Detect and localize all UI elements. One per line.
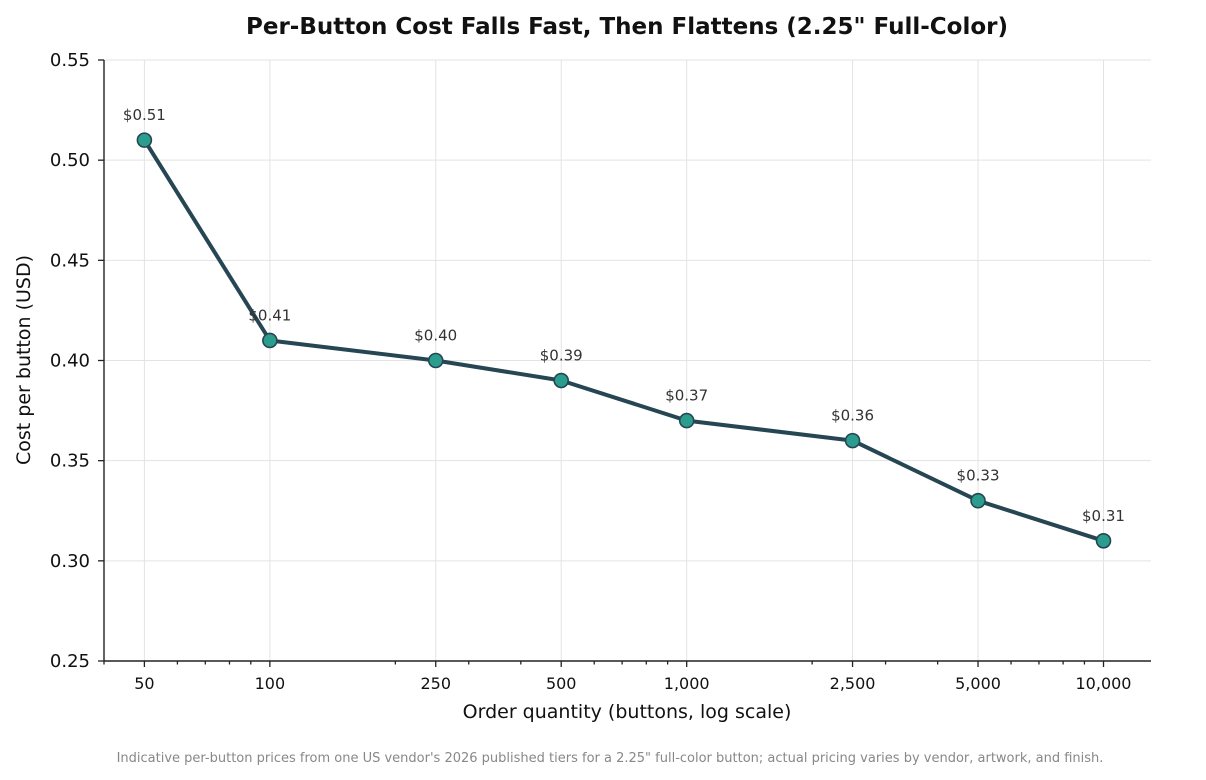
data-label: $0.40 (414, 327, 457, 345)
y-tick-label: 0.45 (50, 250, 90, 271)
y-tick-label: 0.35 (50, 451, 90, 472)
data-label: $0.37 (665, 387, 708, 405)
x-tick-label: 5,000 (955, 674, 1001, 693)
y-axis-label: Cost per button (USD) (13, 255, 35, 465)
data-point (262, 332, 278, 349)
grid (104, 59, 1151, 661)
x-axis-label: Order quantity (buttons, log scale) (463, 701, 792, 723)
x-tick-label: 1,000 (664, 674, 710, 693)
x-tick-label: 250 (420, 674, 451, 693)
data-point (427, 352, 444, 369)
x-tick-label: 100 (255, 674, 286, 693)
y-tick-label: 0.40 (50, 351, 90, 372)
data-point (553, 372, 570, 389)
data-points (136, 132, 1112, 549)
y-tick-label: 0.25 (50, 651, 90, 672)
data-labels: $0.51 $0.41 $0.40 $0.39 $0.37 $0.36 $0.33 $0.31 (123, 106, 1125, 525)
data-point (1095, 532, 1112, 549)
y-tick-label: 0.30 (50, 551, 90, 572)
x-tick-label: 10,000 (1076, 674, 1132, 693)
x-tick-label: 500 (546, 674, 577, 693)
data-point (970, 492, 986, 509)
data-label: $0.41 (248, 306, 291, 324)
data-label: $0.33 (957, 467, 1000, 485)
y-tick-label: 0.55 (50, 50, 90, 71)
data-label: $0.51 (123, 106, 166, 124)
data-point (844, 432, 861, 449)
data-point (678, 412, 695, 429)
series-line (142, 138, 1106, 543)
data-label: $0.39 (540, 347, 583, 365)
y-axis-ticks: 0.25 0.30 0.35 0.40 0.45 0.50 0.55 (50, 50, 104, 672)
chart-title: Per-Button Cost Falls Fast, Then Flatten… (246, 14, 1008, 40)
y-tick-label: 0.50 (50, 150, 90, 171)
data-point (136, 132, 153, 148)
data-label: $0.31 (1082, 507, 1125, 525)
data-label: $0.36 (831, 407, 874, 425)
x-tick-label: 50 (134, 674, 154, 693)
x-tick-label: 2,500 (830, 674, 876, 693)
footnote: Indicative per-button prices from one US… (117, 751, 1104, 766)
x-axis-ticks: 50 100 250 500 1,000 2,500 5,000 10,000 (134, 661, 1131, 693)
